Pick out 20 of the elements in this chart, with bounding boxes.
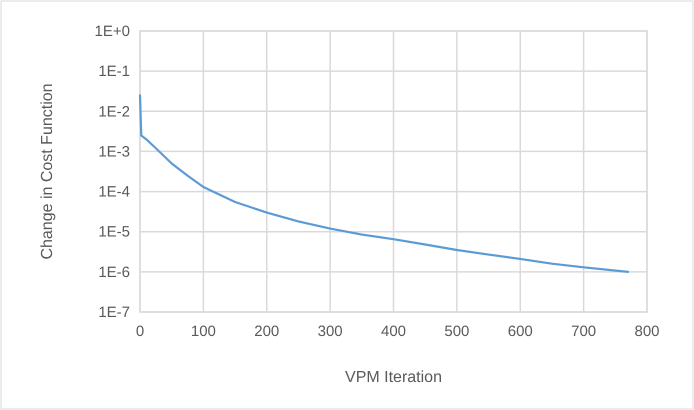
x-tick-label: 0: [136, 323, 144, 340]
x-tick-label: 800: [634, 323, 660, 340]
x-tick-label: 600: [508, 323, 533, 340]
y-tick-label: 1E-1: [98, 63, 130, 80]
y-tick-label: 1E+0: [94, 23, 130, 40]
x-tick-label: 400: [380, 323, 406, 340]
y-tick-label: 1E-6: [98, 264, 130, 281]
x-tick-label: 200: [254, 323, 280, 340]
y-tick-label: 1E-7: [98, 304, 130, 321]
x-tick-label: 700: [571, 323, 596, 340]
y-tick-label: 1E-2: [98, 103, 130, 120]
x-axis-title: VPM Iteration: [345, 369, 442, 386]
y-tick-label: 1E-4: [98, 184, 130, 201]
x-tick-label: 300: [318, 323, 343, 340]
y-tick-label: 1E-5: [98, 224, 130, 241]
y-axis-title: Change in Cost Function: [39, 83, 56, 260]
y-tick-label: 1E-3: [98, 143, 130, 160]
line-series: [138, 94, 630, 273]
x-tick-label: 500: [444, 323, 470, 340]
x-tick-label: 100: [190, 323, 216, 340]
